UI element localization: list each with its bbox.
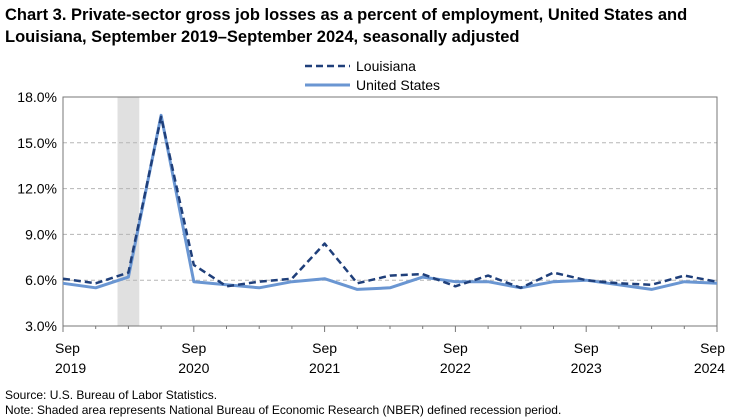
x-tick-month: Sep	[312, 340, 337, 356]
y-tick-label: 12.0%	[17, 181, 57, 197]
legend-label: Louisiana	[356, 58, 416, 74]
x-tick-year: 2019	[55, 360, 86, 376]
y-axis: 3.0% 6.0% 9.0% 12.0% 15.0% 18.0%	[17, 89, 57, 334]
x-tick-year: 2022	[440, 360, 471, 376]
y-tick-label: 18.0%	[17, 89, 57, 105]
gridlines	[63, 142, 717, 281]
x-tick-year: 2024	[694, 360, 725, 376]
series-line-louisiana	[62, 115, 718, 290]
series-group	[62, 113, 718, 291]
x-tick-month: Sep	[443, 340, 468, 356]
y-tick-label: 3.0%	[25, 318, 57, 334]
y-tick-label: 9.0%	[25, 226, 57, 242]
x-tick-month: Sep	[574, 340, 599, 356]
recession-note: Note: Shaded area represents National Bu…	[5, 403, 562, 417]
x-tick-month: Sep	[700, 340, 725, 356]
recession-shading	[117, 97, 140, 326]
chart-title: Chart 3. Private-sector gross job losses…	[5, 6, 688, 46]
x-tick-year: 2021	[309, 360, 340, 376]
source-note: Source: U.S. Bureau of Labor Statistics.	[5, 388, 218, 402]
x-tick-year: 2020	[178, 360, 209, 376]
x-tick-month: Sep	[55, 340, 80, 356]
y-tick-label: 15.0%	[17, 135, 57, 151]
line-chart: 3.0% 6.0% 9.0% 12.0% 15.0% 18.0% Sep 2019 Sep 20…	[17, 58, 725, 376]
x-tick-month: Sep	[181, 340, 206, 356]
series-line-united-states	[62, 113, 718, 291]
x-axis: Sep 2019 Sep 2020 Sep 2021 Sep 2022 Sep 2023 Sep 20…	[55, 326, 725, 376]
legend-label: United States	[356, 77, 440, 93]
x-tick-year: 2023	[571, 360, 602, 376]
legend: Louisiana United States	[305, 58, 440, 93]
footnotes: Source: U.S. Bureau of Labor Statistics.…	[5, 388, 561, 418]
y-tick-label: 6.0%	[25, 272, 57, 288]
plot-frame	[62, 96, 718, 327]
